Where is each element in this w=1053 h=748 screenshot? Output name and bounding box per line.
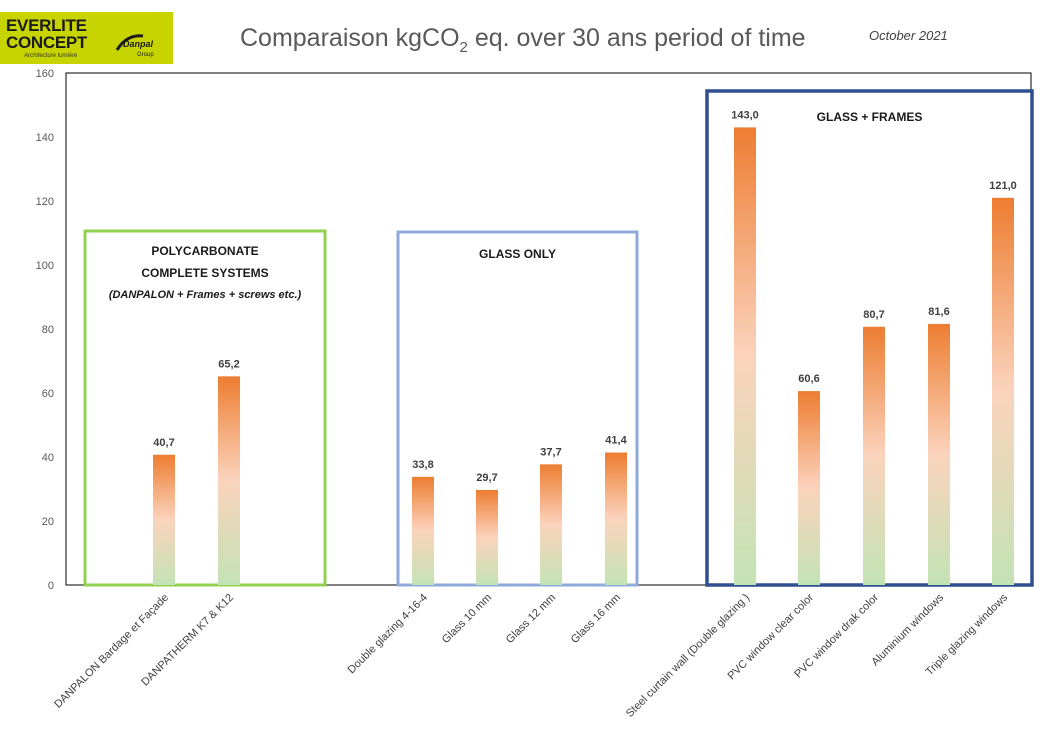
y-axis: 0 20 40 60 80 100 120 140 160 [36,68,54,592]
x-tick-label: Glass 16 mm [569,592,623,646]
bar [928,323,950,585]
bar-value-label: 81,6 [928,306,949,318]
bar-value-label: 40,7 [153,437,174,449]
group-title: GLASS + FRAMES [817,110,923,124]
bar-value-label: 60,6 [798,373,819,385]
group-boxes: POLYCARBONATE COMPLETE SYSTEMS (DANPALON +… [83,89,1034,587]
group-title: GLASS ONLY [479,247,556,261]
y-tick-label: 0 [48,580,54,592]
logo-group: Group [137,52,154,58]
bar-value-label: 121,0 [989,180,1017,192]
y-tick-label: 20 [42,516,54,528]
group-subtitle: (DANPALON + Frames + screws etc.) [109,289,302,301]
date-label: October 2021 [869,28,948,43]
group-title: POLYCARBONATE [151,244,258,258]
bar [476,489,498,585]
logo-line2: CONCEPT [6,33,88,52]
y-tick-label: 140 [36,132,54,144]
bar-value-label: 143,0 [731,109,759,121]
chart-title: Comparaison kgCO2 eq. over 30 ans period… [240,24,806,56]
bars [153,127,1014,586]
x-tick-label: Glass 10 mm [440,592,494,646]
group-title: COMPLETE SYSTEMS [141,266,268,280]
y-tick-label: 160 [36,68,54,80]
bar-value-label: 29,7 [476,472,497,484]
y-tick-label: 60 [42,388,54,400]
logo-tagline: Architecture lumière [24,53,78,59]
bar [992,197,1014,586]
y-tick-label: 120 [36,196,54,208]
group-box [83,229,327,587]
title-rest: eq. over 30 ans period of time [467,24,806,52]
x-tick-label: DANPALON Bardage et Façade [52,592,171,711]
bar-value-label: 33,8 [412,459,433,471]
x-tick-label: Aluminium windows [869,591,946,668]
x-tick-label: Steel curtain wall (Double glazing ) [624,592,752,720]
bar-value-label: 41,4 [605,435,627,447]
x-tick-label: Double glazing 4-16-4 [346,592,431,677]
bar-value-label: 80,7 [863,309,884,321]
bar [540,464,562,585]
title-main: Comparaison kgCO [240,24,460,52]
bar [863,326,885,585]
bar-value-label: 37,7 [540,446,561,458]
logo-line1: EVERLITE [6,16,87,35]
bar [412,476,434,585]
value-labels: 40,7 65,2 33,8 29,7 37,7 41,4 143,0 60,6 80,7 81,… [153,109,1016,484]
y-tick-label: 100 [36,260,54,272]
danpal-logo-mark: Danpal Group [115,34,154,58]
y-tick-label: 80 [42,324,54,336]
bar [218,376,240,585]
bar-value-label: 65,2 [218,358,239,370]
everlite-concept-logo: EVERLITE CONCEPT Architecture lumière Da… [0,12,173,64]
bar [605,452,627,585]
group-box [396,230,639,587]
title-subscript: 2 [459,39,468,56]
x-tick-label: Glass 12 mm [504,592,558,646]
bar [153,454,175,585]
logo-brand: Danpal [123,39,154,49]
y-tick-label: 40 [42,452,54,464]
bar [798,391,820,585]
bar [734,127,756,586]
